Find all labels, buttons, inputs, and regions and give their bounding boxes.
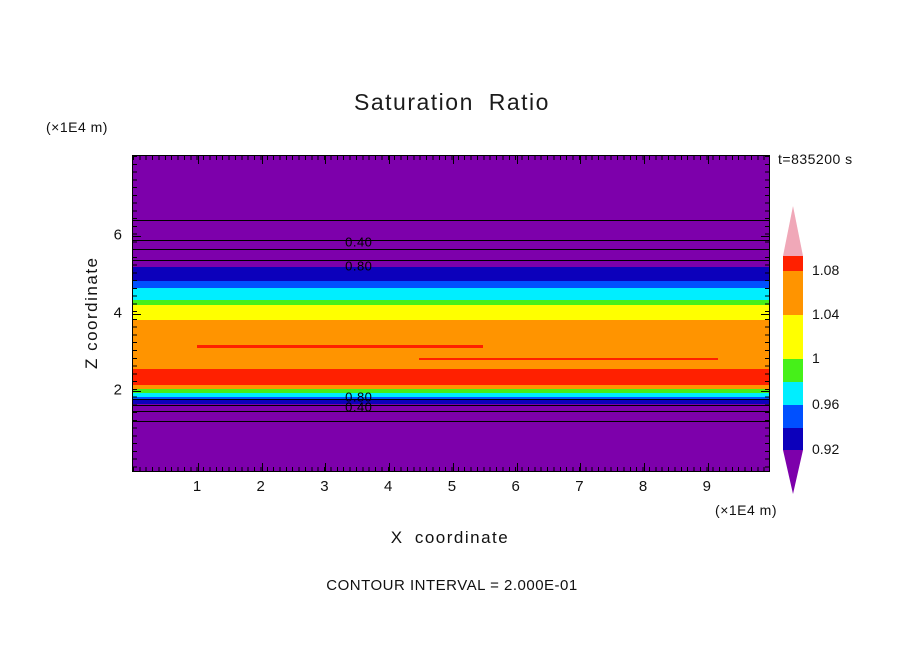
x-tick-label: 6 [511,478,520,495]
colorbar-label: 1 [812,349,820,366]
x-major-tick [325,156,327,164]
chart-title: Saturation Ratio [354,89,550,115]
contour-line [133,404,769,406]
contour-band [133,156,769,267]
y-axis-unit-label: (×1E4 m) [46,119,108,135]
colorbar-segment [783,271,803,315]
colorbar-segment [783,405,803,428]
x-major-tick [198,156,199,164]
contour-band [133,393,769,397]
contour-label: 0.40 [345,399,373,415]
colorbar [783,206,803,494]
x-major-tick [516,156,518,164]
colorbar-arrow-down [783,450,803,494]
x-tick-label: 3 [320,478,329,495]
contour-band [133,266,769,282]
x-tick-label: 1 [192,478,202,495]
x-tick-label: 8 [638,478,648,495]
colorbar-segment [783,359,803,382]
y-major-tick [761,391,769,393]
contour-line [133,398,769,400]
colorbar-label: 1.04 [812,306,840,323]
contour-interval-note: CONTOUR INTERVAL = 2.000E-01 [326,577,578,594]
x-tick-label: 2 [256,478,265,495]
contour-band [196,345,483,349]
y-major-tick [761,313,769,315]
x-major-tick [389,463,391,471]
contour-label: 0.80 [345,389,373,405]
x-axis-unit-label: (×1E4 m) [715,502,777,518]
x-tick-label: 5 [447,478,457,495]
contour-band [133,399,769,404]
y-tick-label: 2 [113,381,122,399]
contour-line [133,240,769,242]
y-major-tick [133,313,141,315]
contour-band [133,299,769,305]
contour-band [133,396,769,400]
contour-band [133,287,769,300]
x-major-tick [707,463,709,471]
x-tick-label: 7 [575,478,584,495]
contour-label: 0.40 [345,234,373,250]
contour-band [133,281,769,288]
contour-plot-area: 0.40 0.80 0.80 0.40 [132,155,770,472]
contour-line [133,249,769,251]
colorbar-label: 0.92 [812,440,840,457]
contour-band [133,304,769,321]
x-major-tick [261,156,263,164]
x-axis-title: X coordinate [390,528,510,547]
x-major-tick [580,156,582,164]
contour-band [133,403,769,471]
x-tick-label: 4 [384,478,393,495]
x-major-tick [644,156,646,164]
y-major-tick [133,235,141,237]
y-tick-label: 4 [113,304,122,321]
y-tick-label: 6 [113,226,122,244]
contour-line [133,219,769,221]
x-major-tick [452,463,454,471]
time-annotation: t=835200 s [778,151,853,167]
x-major-tick [516,463,518,471]
colorbar-segment [783,382,803,405]
colorbar-segment [783,428,803,450]
contour-band [419,357,719,361]
colorbar-label: 1.08 [812,262,840,279]
contour-label: 0.80 [345,258,373,274]
y-major-tick [133,391,141,393]
x-major-tick [707,156,709,164]
x-major-tick [198,463,199,471]
y-major-tick [761,235,769,237]
colorbar-label: 0.96 [812,396,840,412]
contour-line [133,259,769,261]
contour-line [133,411,769,413]
x-major-tick [452,156,454,164]
x-minor-ticks-top [133,156,769,160]
x-tick-label: 9 [702,478,711,495]
x-major-tick [261,463,263,471]
colorbar-segment [783,315,803,359]
colorbar-arrow-up [783,206,803,256]
contour-band [133,389,769,394]
x-major-tick [325,463,327,471]
colorbar-segment [783,256,803,271]
x-minor-ticks-bottom [133,467,769,471]
contour-band [133,368,769,385]
x-major-tick [389,156,391,164]
x-major-tick [580,463,582,471]
x-major-tick [644,463,646,471]
contour-line [133,420,769,422]
